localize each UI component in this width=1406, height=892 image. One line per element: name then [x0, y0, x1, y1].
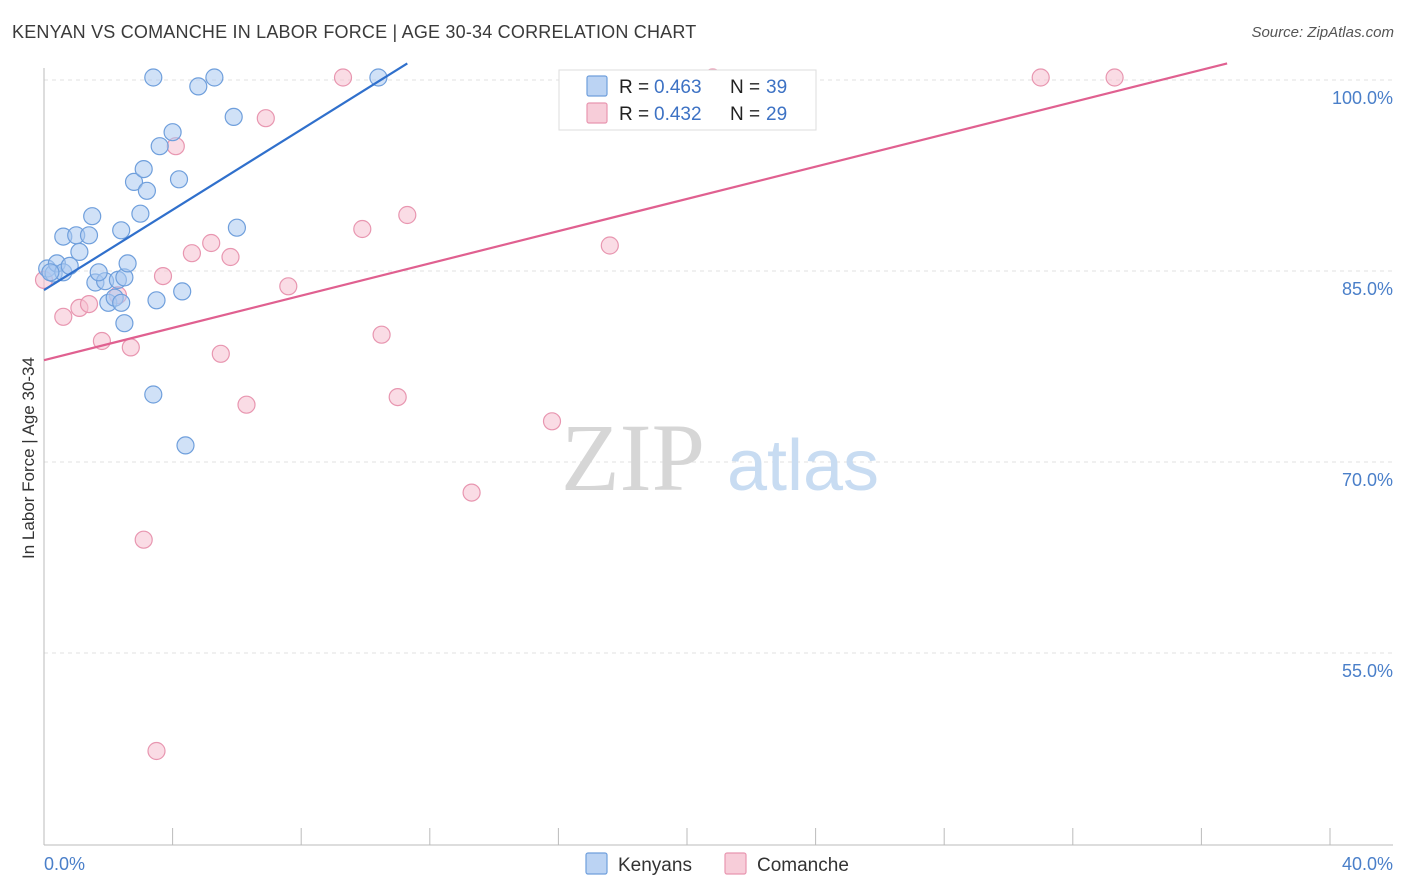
legend-r-label-kenyans: R =: [619, 77, 649, 98]
trendlines: [43, 62, 1228, 362]
legend-swatch-comanche: [586, 102, 608, 124]
point-kenyans-36: [369, 68, 388, 87]
y-tick-label-0: 100.0%: [1332, 88, 1393, 108]
point-comanche-16: [256, 109, 275, 128]
bottom-legend-swatch-comanche: [724, 852, 747, 875]
point-comanche-13: [221, 247, 240, 267]
point-kenyans-22: [134, 160, 153, 179]
point-comanche-12: [202, 233, 221, 253]
point-comanche-1: [54, 307, 73, 326]
point-comanche-6: [121, 338, 140, 357]
point-kenyans-33: [144, 68, 163, 87]
point-kenyans-26: [163, 123, 182, 142]
point-comanche-25: [600, 236, 619, 255]
bottom-legend-label-kenyans: Kenyans: [618, 855, 692, 876]
y-tick-label-1: 85.0%: [1342, 279, 1393, 299]
point-comanche-27: [1105, 68, 1124, 87]
point-comanche-7: [134, 530, 153, 549]
point-kenyans-24: [147, 291, 166, 310]
point-kenyans-29: [189, 77, 208, 96]
point-kenyans-30: [205, 68, 224, 87]
point-kenyans-25: [150, 137, 169, 156]
y-tick-labels: 100.0% 85.0% 70.0% 55.0%: [1332, 88, 1393, 681]
point-kenyans-31: [224, 107, 243, 127]
x-tick-labels: 0.0% 40.0%: [44, 854, 1393, 874]
legend-swatch-kenyans: [586, 75, 608, 97]
legend-r-value-kenyans: 0.463: [654, 77, 702, 98]
x-tick-label-min: 0.0%: [44, 854, 85, 874]
legend-n-value-kenyans: 39: [766, 77, 787, 98]
y-tick-label-3: 55.0%: [1342, 661, 1393, 681]
point-kenyans-28: [173, 282, 192, 301]
bottom-legend: Kenyans Comanche: [585, 852, 849, 876]
trendline-kenyans: [43, 62, 408, 292]
legend-n-label-kenyans: N =: [730, 77, 760, 98]
watermark: ZIP atlas: [561, 404, 879, 511]
point-kenyans-34: [144, 385, 163, 404]
point-comanche-21: [388, 388, 407, 407]
point-comanche-22: [398, 205, 417, 225]
point-kenyans-18: [112, 221, 131, 240]
point-comanche-8: [147, 741, 166, 761]
legend-r-label-comanche: R =: [619, 104, 649, 125]
point-kenyans-32: [227, 218, 246, 237]
y-axis-label: In Labor Force | Age 30-34: [19, 357, 38, 559]
point-kenyans-16: [115, 314, 134, 333]
bottom-legend-swatch-kenyans: [585, 852, 608, 875]
watermark-atlas: atlas: [727, 426, 879, 506]
point-kenyans-9: [83, 207, 102, 226]
point-kenyans-23: [137, 181, 156, 200]
point-comanche-14: [211, 344, 230, 363]
source-label: Source: ZipAtlas.com: [1251, 24, 1394, 41]
point-comanche-26: [1031, 68, 1050, 87]
bottom-legend-label-comanche: Comanche: [757, 855, 849, 876]
trendline-comanche: [43, 62, 1228, 362]
point-kenyans-38: [89, 263, 108, 282]
point-comanche-3: [79, 295, 99, 314]
point-comanche-18: [333, 68, 353, 87]
point-kenyans-14: [112, 293, 131, 312]
point-comanche-19: [353, 219, 372, 239]
point-kenyans-35: [176, 436, 195, 455]
point-kenyans-20: [124, 172, 144, 191]
point-comanche-23: [462, 483, 481, 502]
point-kenyans-7: [79, 226, 99, 245]
point-comanche-9: [153, 267, 173, 286]
legend-n-value-comanche: 29: [766, 104, 787, 125]
point-comanche-17: [279, 277, 298, 296]
point-comanche-24: [542, 412, 562, 431]
point-kenyans-21: [131, 204, 150, 223]
gridlines: [44, 79, 1393, 654]
point-kenyans-37: [41, 263, 60, 282]
point-kenyans-19: [118, 254, 137, 273]
x-tick-label-max: 40.0%: [1342, 854, 1393, 874]
axes: [43, 68, 1393, 846]
legend-r-value-comanche: 0.432: [654, 104, 702, 125]
point-kenyans-27: [169, 170, 189, 189]
legend: R = 0.463 N = 39 R = 0.432 N = 29: [558, 69, 817, 131]
point-comanche-11: [182, 244, 201, 263]
point-comanche-15: [237, 395, 256, 414]
legend-n-label-comanche: N =: [730, 104, 760, 125]
watermark-zip: ZIP: [561, 404, 705, 511]
point-kenyans-8: [70, 242, 89, 261]
chart-title: KENYAN VS COMANCHE IN LABOR FORCE | AGE …: [12, 22, 697, 42]
point-comanche-20: [372, 325, 391, 344]
y-tick-label-2: 70.0%: [1342, 470, 1393, 490]
